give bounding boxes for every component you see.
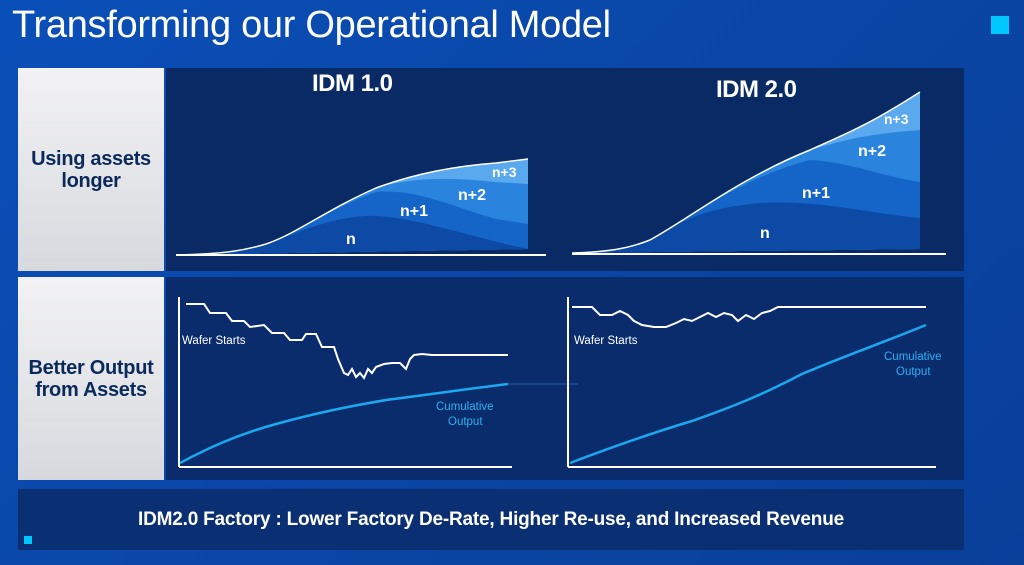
idm1-wafer-starts-label: Wafer Starts [182, 335, 246, 347]
idm2-line-chart: Wafer Starts Cumulative Output [567, 297, 942, 468]
accent-square [991, 16, 1009, 34]
idm1-label-n2: n+2 [458, 187, 486, 204]
row-label-assets-longer: Using assets longer [18, 68, 164, 271]
panel-better-output: Wafer Starts Cumulative Output Wafer Sta… [166, 277, 964, 480]
slide-title: Transforming our Operational Model [12, 4, 611, 46]
idm2-label-n3: n+3 [884, 111, 909, 127]
idm2-label-n: n [760, 225, 770, 242]
panel-assets-longer: IDM 1.0 IDM 2.0 n n+1 n+2 n+3 n n+1 n+2 … [166, 68, 964, 271]
idm1-label-n1: n+1 [400, 203, 428, 220]
idm1-cumulative-label-1: Cumulative [436, 401, 494, 413]
row-label-better-output: Better Output from Assets [18, 277, 164, 480]
footer-banner: IDM2.0 Factory : Lower Factory De-Rate, … [18, 489, 964, 550]
idm1-cumulative-line [179, 382, 509, 465]
idm2-wafer-starts-label: Wafer Starts [574, 335, 638, 347]
idm1-label-n: n [346, 231, 356, 248]
idm2-wafer-starts-line [572, 306, 926, 328]
idm2-area-chart: n n+1 n+2 n+3 [571, 91, 946, 255]
idm1-area-chart: n n+1 n+2 n+3 [175, 158, 546, 256]
idm1-label-n3: n+3 [492, 164, 517, 180]
idm2-label-n1: n+1 [802, 185, 830, 202]
idm1-cumulative-label-2: Output [448, 416, 483, 428]
idm2-cumulative-label-2: Output [896, 366, 931, 378]
idm2-layer-n [572, 202, 920, 253]
reference-line [508, 383, 578, 385]
idm2-cumulative-label-1: Cumulative [884, 351, 942, 363]
idm1-wafer-starts-line [186, 303, 508, 380]
idm2-cumulative-line [569, 323, 927, 465]
idm1-title: IDM 1.0 [312, 70, 393, 97]
idm2-title: IDM 2.0 [716, 76, 797, 103]
idm2-label-n2: n+2 [858, 143, 886, 160]
accent-square-small [24, 536, 32, 544]
idm1-line-chart: Wafer Starts Cumulative Output [178, 297, 512, 468]
